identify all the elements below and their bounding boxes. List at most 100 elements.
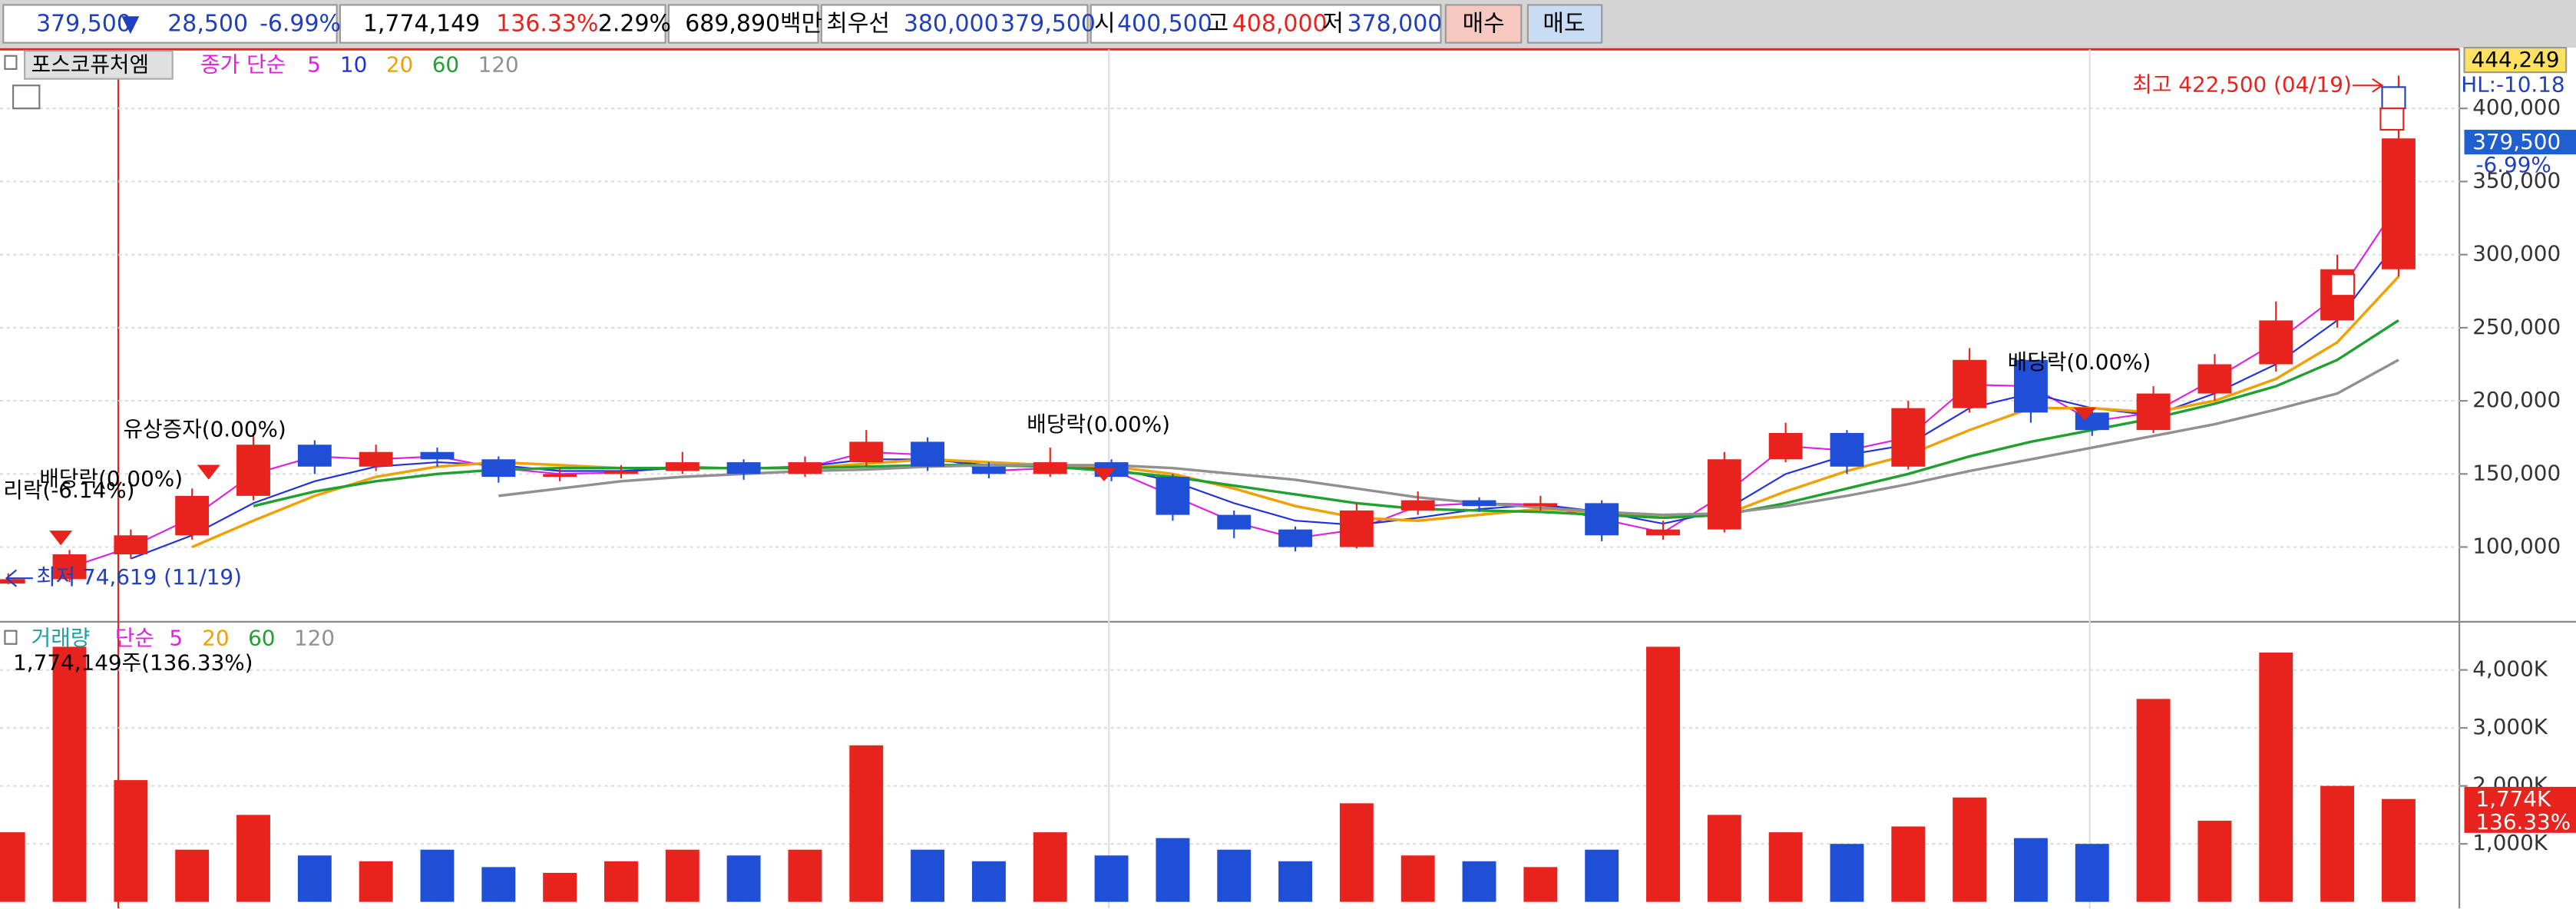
y-tick-label: 1,000K xyxy=(2472,830,2548,855)
annotation-low: 최저 74,619 (11/19) xyxy=(36,564,242,590)
candle-body xyxy=(788,462,822,474)
y-tick-label: 4,000K xyxy=(2472,656,2548,682)
y-tick-label: 400,000 xyxy=(2472,94,2561,120)
low-label: 저 xyxy=(1322,11,1344,38)
candle-body xyxy=(2014,359,2048,413)
panel-icon xyxy=(4,55,18,70)
legend-title: 단순 xyxy=(115,625,154,650)
volume-bar xyxy=(1217,849,1252,902)
buy-button-label[interactable]: 매수 xyxy=(1463,11,1505,38)
field xyxy=(339,4,666,44)
sell-button-bg[interactable] xyxy=(1526,4,1603,44)
tag-box xyxy=(2463,46,2568,74)
y-tick-label: 350,000 xyxy=(2472,167,2561,193)
sell-button[interactable]: 매도 xyxy=(1526,4,1603,44)
candle-body xyxy=(2381,138,2416,269)
candle-body xyxy=(543,474,577,478)
buy-button[interactable]: 매수 xyxy=(1444,4,1523,44)
candle-body xyxy=(1523,503,1558,507)
candle-body xyxy=(911,441,945,467)
candle-body xyxy=(1400,500,1435,511)
volume-bar xyxy=(849,745,884,902)
candle-body xyxy=(1585,503,1619,536)
tag-box xyxy=(2464,786,2576,833)
volume-bar xyxy=(726,855,761,902)
candle-body xyxy=(1707,459,1741,530)
candle-body xyxy=(1830,432,1864,467)
legend-item: 20 xyxy=(386,52,413,78)
annotation: 유상증자(0.00%) xyxy=(123,417,286,442)
volume-bar xyxy=(1953,797,1987,902)
field xyxy=(2,4,338,44)
best-ask: 380,000 xyxy=(904,11,999,38)
candle-body xyxy=(1646,529,1680,536)
legend: 5 20 60 120 xyxy=(169,625,335,650)
volume-bar xyxy=(1339,803,1374,902)
candle-body xyxy=(175,495,210,536)
candle-body xyxy=(359,451,393,467)
volume-bar xyxy=(2320,785,2355,902)
volume-bar xyxy=(0,832,25,902)
grid-icon xyxy=(12,84,41,110)
volume-bar xyxy=(1094,855,1129,902)
candle-body xyxy=(297,445,332,467)
candle-body xyxy=(1462,500,1496,507)
legend-item: 60 xyxy=(248,625,275,650)
volume-bar xyxy=(1646,646,1680,902)
volume-bar xyxy=(2014,838,2048,902)
annotation: 리락(-6.14%) xyxy=(3,478,134,503)
volume-bar xyxy=(359,861,393,902)
annotation: 배당락(0.00%) xyxy=(39,466,183,491)
axis-tag: 136.33% xyxy=(2475,809,2571,835)
candle-body xyxy=(1768,432,1803,460)
legend-item: 60 xyxy=(432,52,459,78)
volume-info: 1,774,149주(136.33%) xyxy=(13,650,253,675)
volume-bar xyxy=(481,867,516,902)
volume-bar xyxy=(665,849,699,902)
y-tick-label: 150,000 xyxy=(2472,460,2561,485)
candle-body xyxy=(2197,364,2232,394)
volume-bar xyxy=(1585,849,1619,902)
y-tick-label: 100,000 xyxy=(2472,534,2561,559)
candle-body xyxy=(1953,359,1987,408)
high: 408,000 xyxy=(1232,11,1328,38)
legend-title: 종가 단순 xyxy=(200,52,286,78)
title-box xyxy=(24,50,174,80)
moving-average xyxy=(498,359,2399,517)
volume-bar xyxy=(1033,832,1067,902)
legend-item: 10 xyxy=(340,52,367,78)
volume-bar xyxy=(1462,861,1496,902)
candle-body xyxy=(236,445,270,496)
candle-body xyxy=(1033,462,1067,474)
candle-body xyxy=(2259,320,2293,365)
legend-item: 120 xyxy=(294,625,335,650)
annotation: 배당락(0.00%) xyxy=(1027,412,1170,437)
buy-button-bg[interactable] xyxy=(1444,4,1523,44)
volume-bar xyxy=(788,849,822,902)
candle-body xyxy=(1217,514,1252,530)
y-tick-label: 300,000 xyxy=(2472,241,2561,266)
volume-bar xyxy=(604,861,638,902)
axis-tag: 379,500 xyxy=(2472,129,2561,154)
y-tick-label: 3,000K xyxy=(2472,714,2548,739)
moving-average xyxy=(253,319,2399,520)
signal-b xyxy=(2379,107,2405,131)
volume-bar xyxy=(1891,826,1926,902)
sell-button-label[interactable]: 매도 xyxy=(1543,11,1585,38)
volume-bar xyxy=(543,872,577,902)
arrow xyxy=(2353,78,2384,93)
candle-body xyxy=(481,459,516,478)
chart-title: 거래량 xyxy=(31,625,91,650)
volume-bar xyxy=(114,780,148,902)
volume-bar xyxy=(911,849,945,902)
candle-body xyxy=(604,471,638,474)
volume-rate: 136.33% xyxy=(496,11,598,38)
best-bid: 379,500 xyxy=(1000,11,1096,38)
legend-item: 5 xyxy=(169,625,183,650)
arrow xyxy=(5,569,33,587)
volume-bar xyxy=(297,855,332,902)
candle-body xyxy=(2136,393,2171,431)
signal-b xyxy=(2330,273,2356,297)
volume-bar xyxy=(1707,815,1741,902)
low: 378,000 xyxy=(1348,11,1443,38)
